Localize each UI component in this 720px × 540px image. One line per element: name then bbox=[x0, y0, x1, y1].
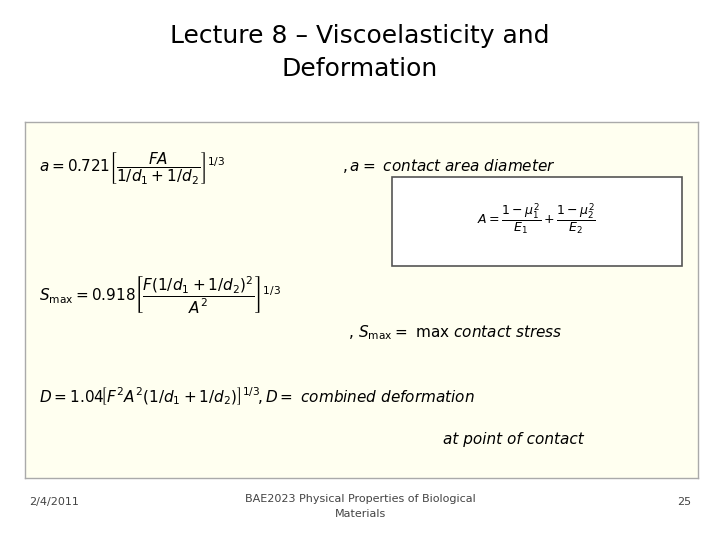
Text: 2/4/2011: 2/4/2011 bbox=[29, 497, 78, 507]
Text: $A = \dfrac{1-\mu_1^2}{E_1} + \dfrac{1-\mu_2^2}{E_2}$: $A = \dfrac{1-\mu_1^2}{E_1} + \dfrac{1-\… bbox=[477, 202, 596, 237]
Text: $a = 0.721\left[\dfrac{FA}{1/d_1+1/d_2}\right]^{1/3}$: $a = 0.721\left[\dfrac{FA}{1/d_1+1/d_2}\… bbox=[39, 150, 225, 186]
Text: BAE2023 Physical Properties of Biological: BAE2023 Physical Properties of Biologica… bbox=[245, 495, 475, 504]
Text: $, a =$ contact area diameter: $, a =$ contact area diameter bbox=[341, 157, 555, 175]
Text: $,\, S_{\mathrm{max}} =$ max $\it{contact\ stress}$: $,\, S_{\mathrm{max}} =$ max $\it{contac… bbox=[348, 323, 563, 342]
Text: Materials: Materials bbox=[334, 509, 386, 519]
Text: Lecture 8 – Viscoelasticity and: Lecture 8 – Viscoelasticity and bbox=[170, 24, 550, 48]
Text: Deformation: Deformation bbox=[282, 57, 438, 80]
Text: 25: 25 bbox=[677, 497, 691, 507]
Text: $D = 1.04\!\left[F^2 A^2 (1/d_1+1/d_2)\right]^{1/3}\!, D =$ combined deformation: $D = 1.04\!\left[F^2 A^2 (1/d_1+1/d_2)\r… bbox=[39, 385, 474, 407]
Text: $S_{\mathrm{max}} = 0.918\left[\dfrac{F(1/d_1+1/d_2)^2}{A^2}\right]^{1/3}$: $S_{\mathrm{max}} = 0.918\left[\dfrac{F(… bbox=[39, 275, 281, 316]
Text: at point of contact: at point of contact bbox=[443, 431, 583, 447]
FancyBboxPatch shape bbox=[392, 177, 682, 266]
